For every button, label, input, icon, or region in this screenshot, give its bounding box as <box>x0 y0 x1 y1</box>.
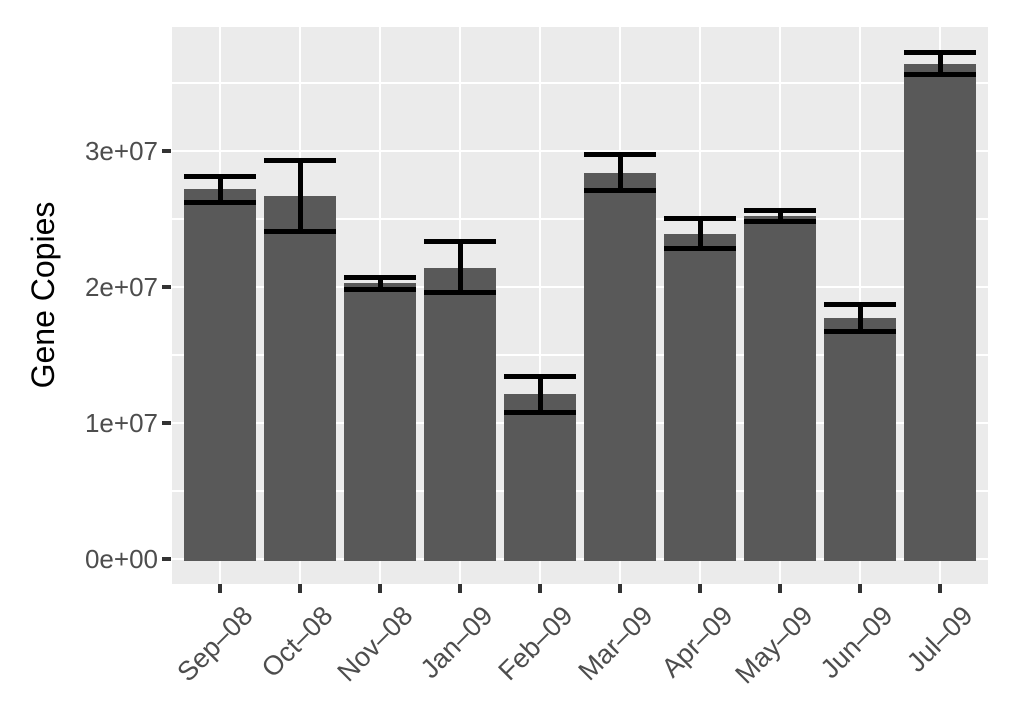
x-tick-mark <box>538 584 542 593</box>
x-tick-mark <box>618 584 622 593</box>
y-tick-mark <box>162 284 171 289</box>
error-bar-cap-bottom <box>744 219 816 225</box>
error-bar-cap-bottom <box>344 287 416 293</box>
error-bar-cap-top <box>904 50 976 56</box>
y-tick-mark <box>162 148 171 153</box>
error-bar-cap-top <box>184 174 256 180</box>
bar-may-09 <box>744 216 816 562</box>
error-bar-cap-bottom <box>584 187 656 193</box>
error-bar-cap-bottom <box>664 246 736 252</box>
error-bar-whisker <box>377 277 383 290</box>
error-bar-cap-bottom <box>504 409 576 415</box>
y-tick-label: 2e+07 <box>84 271 158 302</box>
error-bar-cap-top <box>824 302 896 308</box>
error-bar-whisker <box>457 241 463 293</box>
error-bar-cap-bottom <box>264 228 336 234</box>
x-tick-mark <box>858 584 862 593</box>
error-bar-cap-bottom <box>824 329 896 335</box>
error-bar-whisker <box>857 304 863 332</box>
error-bar-cap-top <box>504 374 576 380</box>
error-bar-cap-top <box>424 239 496 245</box>
x-tick-mark <box>938 584 942 593</box>
gridline-major-y <box>172 285 988 289</box>
x-tick-mark <box>298 584 302 593</box>
gridline-major-y <box>172 421 988 425</box>
error-bar-cap-top <box>344 274 416 280</box>
x-tick-mark <box>458 584 462 593</box>
y-tick-mark <box>162 557 171 562</box>
bar-jan-09 <box>424 267 496 562</box>
error-bar-cap-top <box>584 152 656 158</box>
y-tick-mark <box>162 421 171 426</box>
gridline-minor-y <box>172 353 988 356</box>
error-bar-whisker <box>617 154 623 191</box>
error-bar-whisker <box>777 210 783 222</box>
x-tick-mark <box>778 584 782 593</box>
gridline-minor-y <box>172 490 988 493</box>
error-bar-cap-top <box>264 157 336 163</box>
error-bar-cap-bottom <box>184 200 256 205</box>
y-tick-label: 0e+00 <box>84 544 158 575</box>
error-bar-whisker <box>937 52 943 75</box>
gridline-minor-y <box>172 217 988 220</box>
error-bar-cap-bottom <box>904 72 976 78</box>
bar-feb-09 <box>504 394 576 562</box>
error-bar-whisker <box>537 376 543 413</box>
y-tick-label: 3e+07 <box>84 135 158 166</box>
error-bar-whisker <box>297 160 303 232</box>
y-tick-label: 1e+07 <box>84 408 158 439</box>
gridline-major-y <box>172 557 988 561</box>
error-bar-cap-top <box>744 208 816 214</box>
x-tick-mark <box>698 584 702 593</box>
bar-jul-09 <box>904 63 976 562</box>
x-tick-mark <box>378 584 382 593</box>
error-bar-cap-bottom <box>424 289 496 295</box>
gridline-major-y <box>172 149 988 152</box>
error-bar-whisker <box>217 176 223 203</box>
bar-oct-08 <box>264 195 336 562</box>
bar-nov-08 <box>344 282 416 562</box>
bar-jun-09 <box>824 318 896 562</box>
gridline-minor-y <box>172 81 988 84</box>
plot-panel <box>172 27 988 584</box>
bar-mar-09 <box>584 172 656 562</box>
bar-sep-08 <box>184 188 256 562</box>
error-bar-whisker <box>697 218 703 249</box>
gridline-major-x <box>538 27 542 584</box>
bar-apr-09 <box>664 233 736 562</box>
x-tick-mark <box>218 584 222 593</box>
error-bar-cap-top <box>664 216 736 222</box>
